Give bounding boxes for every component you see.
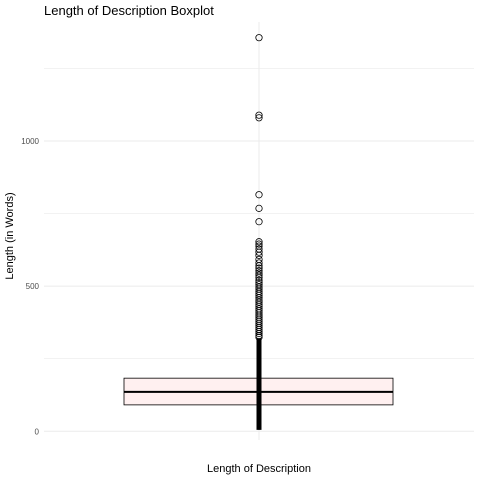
outlier-layer xyxy=(255,34,263,341)
outlier-point xyxy=(255,333,263,341)
outlier-point xyxy=(255,273,263,282)
box-layer xyxy=(123,338,394,430)
outlier-point xyxy=(255,191,263,199)
outlier-point xyxy=(255,331,263,340)
x-axis-title: Length of Description xyxy=(207,463,311,475)
outlier-point xyxy=(255,240,263,248)
outlier-point xyxy=(255,111,263,119)
outlier-point xyxy=(255,218,263,226)
ticks-layer: 0 500 1000 xyxy=(21,137,39,436)
chart-title: Length of Description Boxplot xyxy=(44,3,214,18)
outlier-point xyxy=(255,34,263,42)
outlier-point xyxy=(255,204,263,212)
outlier-point xyxy=(255,329,263,338)
outlier-point xyxy=(255,269,263,277)
outlier-point xyxy=(255,271,263,279)
outlier-point xyxy=(255,259,263,267)
y-tick-label: 500 xyxy=(26,282,40,291)
outlier-point xyxy=(255,327,263,336)
outlier-point xyxy=(255,262,263,270)
y-tick-label: 0 xyxy=(35,427,40,436)
y-tick-label: 1000 xyxy=(21,137,39,146)
outlier-point xyxy=(255,251,263,259)
outlier-point xyxy=(255,264,263,272)
outlier-point xyxy=(255,114,263,122)
outlier-point xyxy=(255,238,263,246)
outlier-point xyxy=(255,248,263,256)
y-axis-title: Length (in Words) xyxy=(4,192,16,279)
